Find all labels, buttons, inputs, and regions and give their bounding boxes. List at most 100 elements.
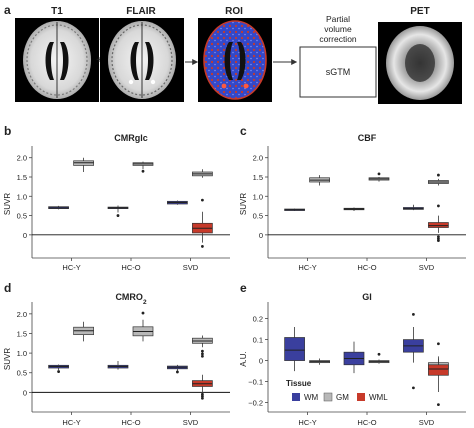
panel-b-y-label: SUVR [3, 193, 12, 215]
flair-brain-image [100, 18, 184, 102]
box-svd-gm [192, 169, 213, 178]
x-tick-label: HC-Y [62, 418, 80, 427]
box-hc-o-gm [132, 161, 154, 173]
box-hc-o-wm [107, 360, 129, 370]
panel-d: d CMRO2 2.0 1.5 1.0 0.5 0 SUVR HC-Y HC-O SVD [3, 281, 230, 427]
x-tick-label: SVD [183, 418, 199, 427]
y-tick-label: 0.5 [17, 212, 27, 221]
box-svd-wml [428, 342, 449, 407]
outlier-point [176, 370, 179, 374]
panel-e-y-label: A.U. [239, 351, 248, 367]
box-body [284, 337, 305, 361]
x-tick-label: SVD [183, 263, 199, 272]
outlier-point [201, 352, 204, 356]
legend: Tissue WM GM WML [286, 379, 388, 402]
outlier-point [201, 198, 204, 202]
legend-swatch-wm [292, 393, 300, 401]
outlier-point [201, 349, 204, 353]
box-hc-o-wm [343, 207, 365, 211]
outlier-point [437, 403, 440, 407]
box-hc-y-gm [309, 358, 330, 365]
roi-label: ROI [225, 6, 243, 17]
outlier-point [201, 394, 204, 398]
panel-d-title-subscript: 2 [143, 299, 147, 306]
box-svd-gm [428, 173, 449, 186]
panel-c-letter: c [240, 124, 247, 138]
panel-d-letter: d [4, 281, 11, 295]
y-tick-label: 2.0 [253, 154, 263, 163]
outlier-point [201, 245, 204, 248]
legend-label-wml: WML [369, 393, 388, 402]
outlier-point [201, 392, 204, 396]
box-hc-y-gm [309, 175, 330, 186]
y-tick-label: −0.1 [248, 378, 263, 387]
legend-label-gm: GM [336, 393, 349, 402]
box-hc-o-gm [132, 311, 154, 342]
box-body [428, 222, 449, 228]
y-tick-label: −0.2 [248, 399, 263, 408]
box-hc-y-gm [73, 157, 94, 172]
outlier-point [116, 214, 120, 217]
box-hc-y-wm [284, 326, 305, 372]
x-tick-label: SVD [419, 263, 435, 272]
legend-swatch-wml [357, 393, 365, 401]
y-tick-label: 0.5 [253, 212, 263, 221]
outlier-point [437, 237, 440, 241]
panel-a: a T1 FLAIR ROI PET + [4, 3, 462, 104]
box-hc-y-gm [73, 321, 94, 342]
outlier-point [377, 352, 381, 356]
t1-label: T1 [51, 6, 63, 17]
y-tick-label: 0 [259, 357, 263, 366]
pvc-caption-1: Partial [326, 14, 350, 24]
box-svd-wml [192, 198, 213, 248]
x-tick-label: HC-Y [298, 263, 316, 272]
box-hc-y-wm [48, 205, 69, 210]
panel-c-y-label: SUVR [239, 193, 248, 215]
pvc-caption-2: volume [324, 24, 352, 34]
box-svd-wm [403, 204, 424, 211]
y-tick-label: 1.5 [253, 173, 263, 182]
box-svd-wm [403, 312, 424, 390]
outlier-point [57, 370, 60, 373]
box-svd-wm [167, 364, 188, 374]
panel-c: c CBF 2.0 1.5 1.0 0.5 0 SUVR HC-Y HC-O SVD [239, 124, 466, 272]
y-tick-label: 0 [23, 388, 27, 397]
outlier-point [201, 396, 204, 400]
x-tick-label: HC-O [121, 263, 140, 272]
x-tick-label: SVD [419, 418, 435, 427]
y-tick-label: 0 [23, 231, 27, 240]
box-svd-gm [192, 335, 213, 358]
x-tick-label: HC-O [121, 418, 140, 427]
box-hc-y-wm [48, 364, 69, 373]
box-hc-y-wm [284, 208, 305, 211]
box-body [428, 364, 449, 376]
outlier-point [437, 342, 440, 346]
panel-d-title: CMRO2 [115, 292, 147, 306]
panel-b-letter: b [4, 124, 11, 138]
panel-e-letter: e [240, 281, 247, 295]
legend-title: Tissue [286, 379, 312, 388]
panel-c-title: CBF [358, 133, 377, 143]
pet-label: PET [410, 6, 429, 17]
box-svd-wm [167, 200, 188, 205]
panel-b: b CMRglc 2.0 1.5 1.0 0.5 0 SUVR HC-Y HC-O SVD [3, 124, 230, 272]
t1-brain-image [15, 18, 99, 102]
outlier-point [377, 172, 381, 176]
plus-sign: + [96, 55, 102, 66]
y-tick-label: 1.0 [17, 349, 27, 358]
outlier-point [437, 235, 440, 239]
roi-brain-image [198, 18, 272, 102]
box-hc-o-gm [368, 172, 390, 182]
outlier-point [412, 312, 415, 316]
box-hc-o-wm [107, 205, 129, 217]
y-tick-label: 2.0 [17, 310, 27, 319]
y-tick-label: 1.5 [17, 329, 27, 338]
outlier-point [141, 169, 145, 173]
y-tick-label: 0.2 [253, 315, 263, 324]
y-tick-label: 1.5 [17, 173, 27, 182]
outlier-point [437, 173, 440, 177]
y-tick-label: 2.0 [17, 154, 27, 163]
y-tick-label: 0.5 [17, 369, 27, 378]
panel-b-title: CMRglc [114, 133, 148, 143]
